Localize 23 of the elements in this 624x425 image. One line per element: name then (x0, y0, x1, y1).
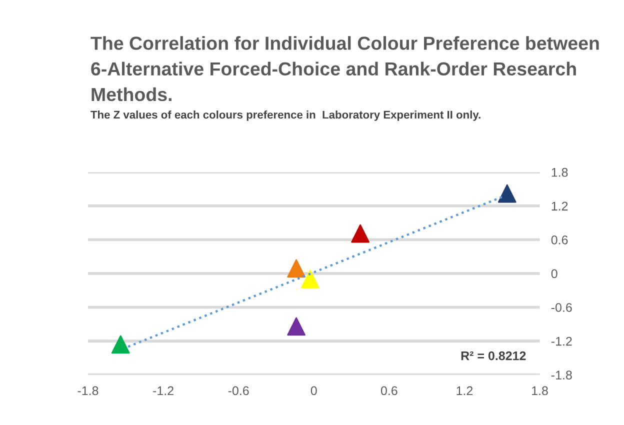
point (111, 335, 130, 354)
chart-subtitle: The Z values of each colours preference in Laboratory Experiment II only. (90, 110, 480, 121)
x-tick-label: -0.6 (228, 386, 249, 396)
y-tick-label: -1.2 (551, 336, 572, 346)
annotation: R² = 0.8212 (461, 351, 526, 360)
point (498, 184, 516, 203)
y-tick-label: 0.6 (551, 236, 568, 244)
y-tick-label: -0.6 (551, 303, 572, 312)
x-tick-label: 1.8 (532, 386, 548, 396)
point (287, 259, 306, 278)
y-tick-label: 0 (551, 269, 558, 278)
point (287, 317, 306, 336)
y-tick-label: 1.2 (552, 202, 568, 210)
x-tick-label: 0 (310, 386, 317, 396)
x-tick-label: -1.2 (153, 386, 174, 396)
y-tick-label: 1.8 (552, 168, 568, 177)
y-tick-label: -1.8 (551, 370, 572, 380)
chart-title: The Correlation for Individual Colour Preference between 6-Alternative Forced-Choice and Rank-Order Research Methods. (90, 36, 599, 102)
x-tick-label: 1.2 (456, 386, 473, 396)
point (351, 224, 370, 243)
point (300, 270, 320, 288)
x-tick-label: -1.8 (78, 386, 98, 396)
x-tick-label: 0.6 (380, 386, 398, 396)
